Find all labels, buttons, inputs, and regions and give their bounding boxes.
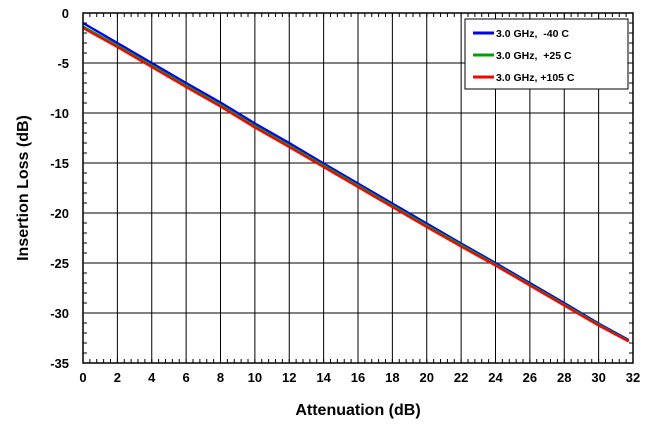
x-tick-label: 10 <box>248 370 262 385</box>
x-tick-label: 14 <box>316 370 331 385</box>
x-axis-title: Attenuation (dB) <box>295 402 420 419</box>
y-axis-title: Insertion Loss (dB) <box>15 115 32 261</box>
x-tick-label: 0 <box>79 370 86 385</box>
series-line-0 <box>82 21 630 342</box>
y-tick-label: 0 <box>62 6 69 21</box>
y-tick-label: -15 <box>50 156 69 171</box>
series-line-2 <box>82 26 630 343</box>
x-tick-label: 2 <box>114 370 121 385</box>
x-tick-label: 16 <box>351 370 365 385</box>
y-tick-label: -30 <box>50 306 69 321</box>
series-layer <box>82 21 630 343</box>
y-tick-label: -25 <box>50 256 69 271</box>
legend: 3.0 GHz, -40 C 3.0 GHz, +25 C 3.0 GHz, +… <box>464 18 629 90</box>
x-tick-label: 22 <box>454 370 468 385</box>
x-tick-label: 18 <box>385 370 399 385</box>
x-tick-labels: 0 2 4 6 8 10 12 14 16 18 20 22 24 26 28 30 32 <box>79 370 640 385</box>
x-tick-label: 24 <box>488 370 503 385</box>
x-tick-label: 4 <box>148 370 156 385</box>
x-tick-label: 8 <box>217 370 224 385</box>
legend-label-plus105: 3.0 GHz, +105 C <box>496 72 575 84</box>
x-tick-label: 12 <box>282 370 296 385</box>
x-tick-label: 20 <box>420 370 434 385</box>
y-tick-label: -10 <box>50 106 69 121</box>
x-tick-label: 28 <box>557 370 571 385</box>
y-tick-label: -5 <box>57 56 69 71</box>
legend-label-minus40: 3.0 GHz, -40 C <box>496 28 569 40</box>
legend-label-plus25: 3.0 GHz, +25 C <box>496 50 572 62</box>
x-tick-label: 26 <box>523 370 537 385</box>
x-tick-label: 6 <box>183 370 190 385</box>
y-tick-label: -20 <box>50 206 69 221</box>
x-tick-label: 32 <box>626 370 640 385</box>
x-tick-label: 30 <box>591 370 605 385</box>
y-tick-labels: 0 -5 -10 -15 -20 -25 -30 -35 <box>50 6 69 371</box>
plot-frame <box>82 12 634 364</box>
y-tick-label: -35 <box>50 356 69 371</box>
